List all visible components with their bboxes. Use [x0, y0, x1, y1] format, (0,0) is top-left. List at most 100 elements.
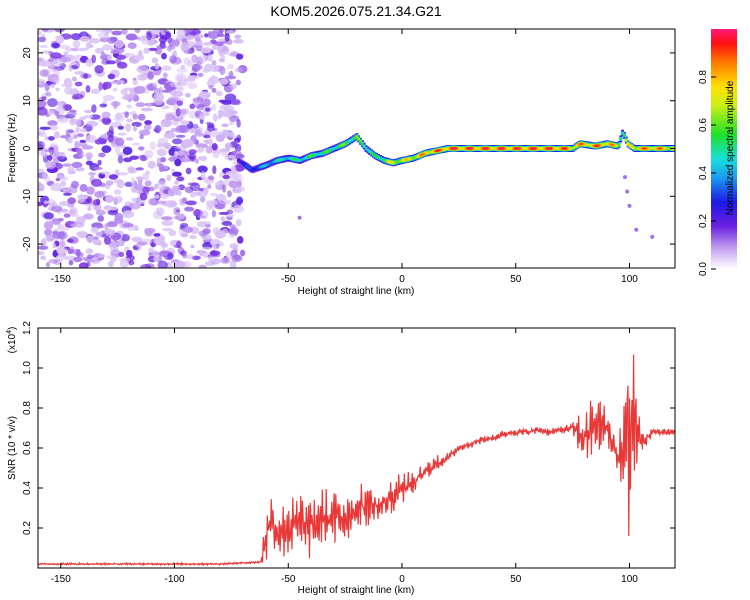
noise-blob — [202, 47, 212, 54]
noise-blob — [235, 186, 246, 192]
ridge-cell — [628, 144, 632, 147]
ridge-cell — [246, 165, 250, 168]
ridge-cell — [286, 157, 290, 160]
noise-blob — [200, 246, 213, 250]
colorbar-tick-label: 0.4 — [698, 166, 709, 180]
ridge-cell — [641, 147, 644, 150]
noise-blob — [75, 249, 81, 258]
ridge-cell — [646, 147, 650, 150]
noise-blob — [162, 227, 173, 232]
noise-blob — [154, 63, 160, 70]
noise-blob — [113, 189, 122, 195]
spectrogram-x-ticks: -150 -100 -50 0 50 100 — [51, 29, 638, 285]
svg-text:(x104): (x104) — [6, 327, 18, 354]
ridge-cell — [322, 151, 326, 154]
ridge-cell — [388, 160, 392, 163]
noise-blob — [190, 244, 195, 249]
spectrogram-y-ticks: -20 -10 0 10 20 — [22, 47, 675, 251]
ridge-cell — [437, 149, 441, 152]
noise-blob — [221, 109, 232, 117]
noise-blob — [38, 30, 42, 36]
noise-blob — [634, 227, 639, 232]
noise-blob — [197, 165, 208, 173]
ridge-cell — [497, 147, 501, 150]
ridge-cell — [553, 147, 557, 150]
noise-blob — [105, 194, 115, 204]
snr-x-tick-label: 100 — [621, 574, 638, 585]
ridge-cell — [428, 151, 432, 154]
noise-blob — [197, 72, 204, 77]
noise-blob — [79, 143, 88, 147]
noise-blob — [51, 205, 63, 213]
spectrogram-x-tick-label: 0 — [399, 274, 405, 285]
noise-blob — [58, 175, 66, 180]
ridge-cell — [426, 151, 430, 154]
noise-blob — [117, 125, 125, 130]
noise-blob — [140, 264, 152, 268]
noise-blob — [68, 260, 74, 266]
noise-blob — [207, 31, 220, 40]
noise-blob — [218, 29, 223, 37]
noise-blob — [72, 39, 81, 49]
noise-blob — [74, 81, 83, 87]
noise-blob — [39, 132, 47, 138]
noise-blob — [109, 80, 116, 85]
ridge-cell — [366, 148, 370, 151]
noise-blob — [86, 120, 99, 127]
noise-blob — [205, 145, 213, 154]
noise-blob — [131, 236, 143, 242]
ridge-cell — [259, 166, 262, 169]
noise-blob — [77, 142, 82, 148]
ridge-cell — [639, 147, 643, 150]
ridge-cell — [597, 144, 601, 147]
ridge-cell — [371, 153, 375, 156]
noise-blob — [207, 53, 213, 62]
ridge-cell — [364, 147, 368, 150]
noise-blob — [134, 183, 144, 191]
noise-blob — [212, 165, 217, 175]
noise-blob — [154, 200, 167, 205]
noise-blob — [183, 138, 194, 148]
noise-blob — [176, 176, 185, 182]
noise-blob — [224, 142, 233, 150]
noise-blob — [175, 134, 186, 138]
noise-blob — [138, 129, 151, 136]
noise-blob — [124, 52, 135, 56]
noise-blob — [211, 45, 217, 50]
snr-y-tick-label: 0.8 — [22, 401, 33, 415]
ridge-cell — [544, 147, 548, 150]
ridge-cell — [573, 145, 577, 148]
noise-blob — [139, 134, 144, 140]
noise-blob — [58, 101, 63, 111]
snr-y-tick-label: 0.2 — [22, 521, 33, 535]
noise-blob — [176, 67, 188, 73]
noise-blob — [126, 104, 133, 109]
noise-blob — [178, 150, 185, 156]
noise-blob — [62, 163, 72, 167]
ridge-cell — [468, 147, 472, 150]
ridge-cell — [557, 147, 561, 150]
noise-blob — [134, 29, 141, 34]
noise-blob — [178, 228, 184, 235]
ridge-cell — [375, 155, 379, 158]
noise-blob — [67, 248, 74, 254]
noise-blob — [224, 75, 237, 80]
noise-blob — [172, 148, 181, 152]
noise-blob — [156, 148, 167, 157]
ridge-cell — [284, 157, 288, 160]
ridge-cell — [431, 150, 435, 153]
noise-blob — [64, 86, 73, 95]
noise-blob — [75, 126, 80, 133]
ridge-cell — [510, 147, 513, 150]
noise-blob — [138, 65, 148, 71]
figure-title: KOM5.2026.075.21.34.G21 — [270, 3, 441, 19]
noise-blob — [108, 206, 119, 211]
noise-blob — [51, 201, 58, 207]
noise-blob — [240, 249, 246, 257]
ridge-cell — [393, 161, 397, 164]
noise-blob — [149, 141, 156, 151]
ridge-cell — [519, 147, 523, 150]
noise-blob — [199, 113, 204, 120]
ridge-cell — [659, 147, 663, 150]
noise-blob — [56, 245, 65, 255]
